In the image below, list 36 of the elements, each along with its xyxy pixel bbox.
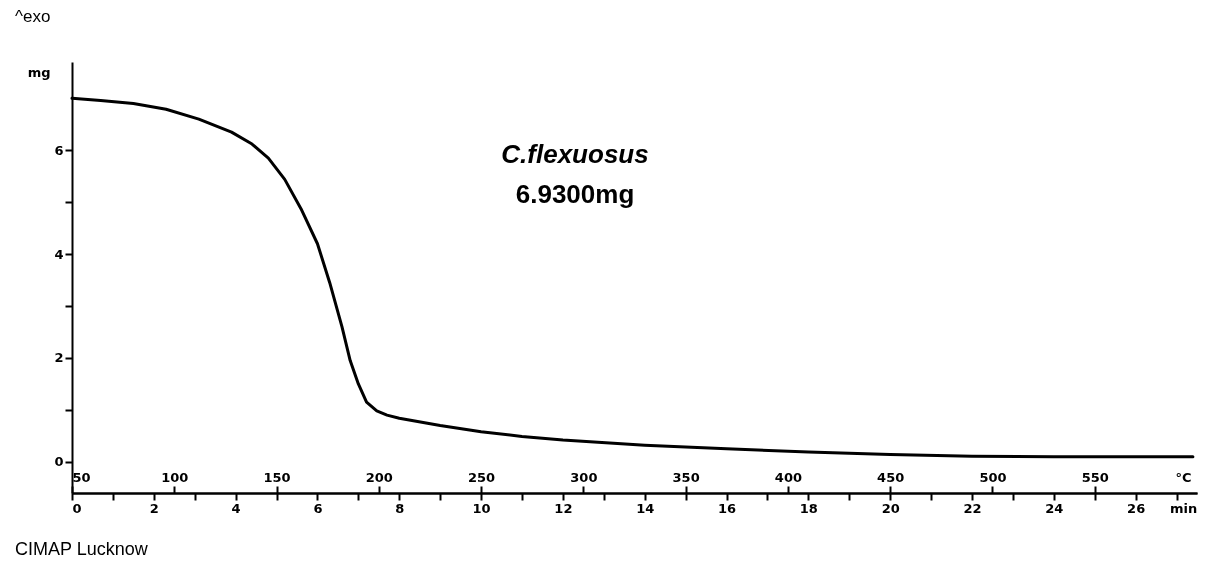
x-tick-label: 18 bbox=[799, 500, 818, 516]
y-tick-label: 2 bbox=[54, 350, 64, 366]
x2-tick-label: 500 bbox=[979, 469, 1007, 485]
annotation: 6.9300mg bbox=[515, 179, 635, 209]
x2-tick-label: 450 bbox=[877, 469, 905, 485]
x2-axis-title: °C bbox=[1175, 469, 1192, 485]
annotation: C.flexuosus bbox=[501, 139, 649, 169]
x-axis-title: min bbox=[1169, 500, 1198, 516]
x2-tick-label: 50 bbox=[72, 469, 91, 485]
x2-tick-label: 200 bbox=[365, 469, 393, 485]
y-tick-label: 0 bbox=[54, 454, 64, 470]
x-tick-label: 22 bbox=[963, 500, 982, 516]
chart-title: ^exo bbox=[15, 7, 51, 26]
x2-tick-label: 100 bbox=[161, 469, 189, 485]
x-tick-label: 24 bbox=[1045, 500, 1064, 516]
x2-tick-label: 250 bbox=[468, 469, 496, 485]
y-axis-title: mg bbox=[27, 64, 51, 80]
x2-tick-label: 550 bbox=[1081, 469, 1109, 485]
text: CIMAP Lucknow bbox=[15, 539, 149, 559]
x-tick-label: 6 bbox=[313, 500, 323, 516]
x2-tick-label: 150 bbox=[263, 469, 291, 485]
x-tick-label: 14 bbox=[636, 500, 655, 516]
x-tick-label: 10 bbox=[472, 500, 491, 516]
x-tick-label: 12 bbox=[554, 500, 573, 516]
x-tick-label: 4 bbox=[231, 500, 241, 516]
x-tick-label: 2 bbox=[149, 500, 159, 516]
x-tick-label: 16 bbox=[718, 500, 737, 516]
x2-tick-label: 350 bbox=[672, 469, 700, 485]
x2-tick-label: 400 bbox=[774, 469, 802, 485]
x-tick-label: 0 bbox=[72, 500, 82, 516]
y-tick-label: 6 bbox=[54, 142, 64, 158]
x-tick-label: 20 bbox=[881, 500, 900, 516]
y-tick-label: 4 bbox=[54, 246, 64, 262]
x-tick-label: 8 bbox=[395, 500, 405, 516]
x-tick-label: 26 bbox=[1127, 500, 1146, 516]
x2-tick-label: 300 bbox=[570, 469, 598, 485]
